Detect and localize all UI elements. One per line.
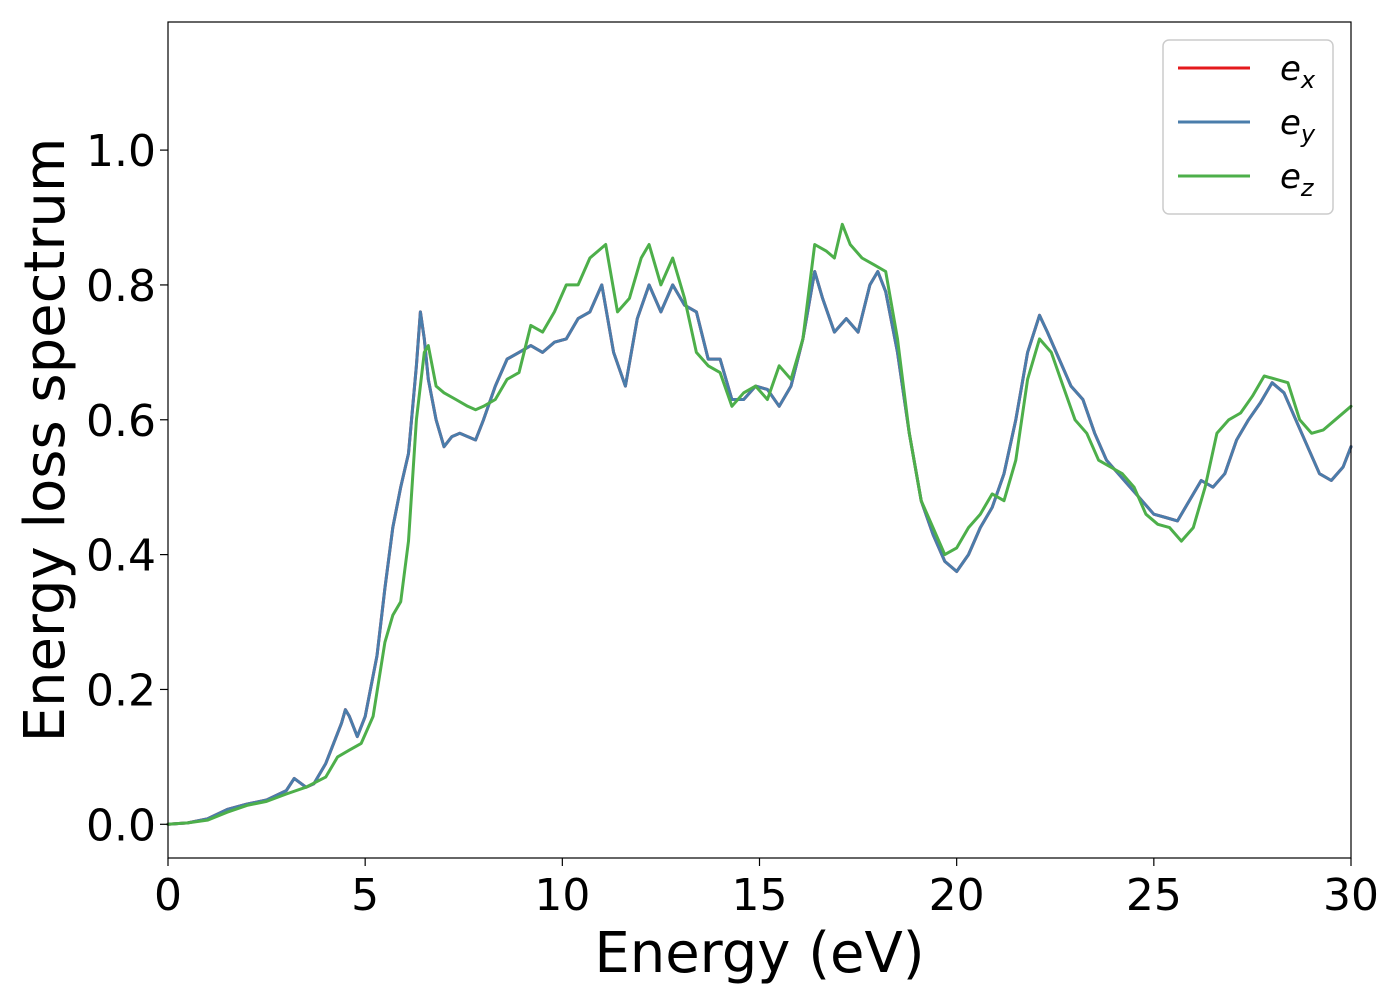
y-axis: 0.0 0.2 0.4 0.6 0.8 1.0 xyxy=(86,126,168,851)
legend-label-subscript: x xyxy=(1300,66,1316,94)
x-axis-title: Energy (eV) xyxy=(594,921,924,986)
x-tick-label: 15 xyxy=(732,870,788,921)
y-tick-label: 0.4 xyxy=(86,531,156,582)
legend-label-base: e xyxy=(1280,157,1301,197)
x-tick-label: 10 xyxy=(534,870,590,921)
y-tick-label: 0.8 xyxy=(86,261,156,312)
legend-box xyxy=(1162,39,1334,215)
y-tick-label: 0.6 xyxy=(86,396,156,447)
legend-label-x: ex xyxy=(1280,49,1316,94)
y-tick-label: 0.0 xyxy=(86,800,156,851)
legend-label-z: ez xyxy=(1280,157,1315,202)
x-tick-label: 0 xyxy=(154,870,182,921)
x-tick-label: 20 xyxy=(929,870,985,921)
series-line-z xyxy=(166,222,1353,826)
x-tick-label: 30 xyxy=(1323,870,1379,921)
x-tick-label: 5 xyxy=(351,870,379,921)
legend-label-base: e xyxy=(1280,49,1301,89)
x-axis: 0 5 10 15 20 25 30 xyxy=(154,858,1379,921)
series-lines xyxy=(166,222,1353,826)
x-tick-label: 25 xyxy=(1126,870,1182,921)
y-tick-label: 1.0 xyxy=(86,126,156,177)
y-axis-title: Energy loss spectrum xyxy=(13,138,78,743)
legend-label-y: ey xyxy=(1280,103,1316,148)
legend-label-subscript: y xyxy=(1300,120,1316,148)
legend-label-subscript: z xyxy=(1300,174,1315,202)
y-tick-label: 0.2 xyxy=(86,665,156,716)
legend-label-base: e xyxy=(1280,103,1301,143)
